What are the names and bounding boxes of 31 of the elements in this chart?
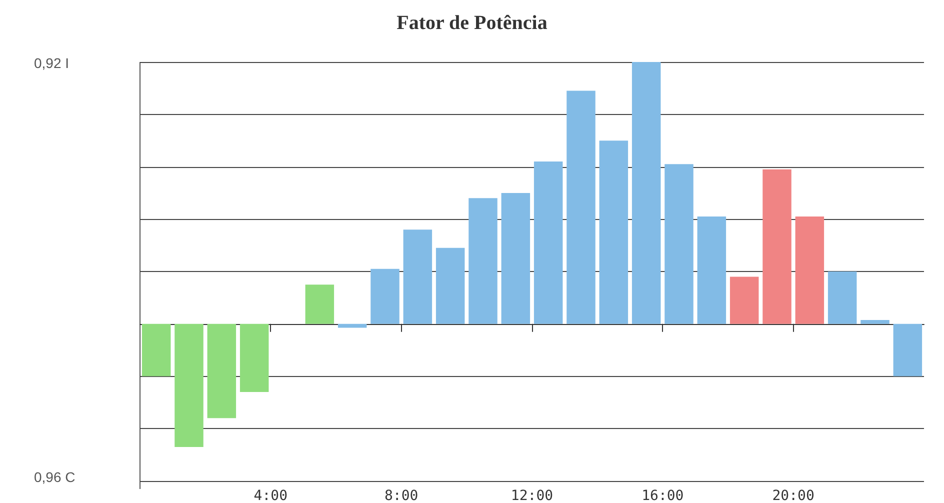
- bar: [436, 248, 465, 324]
- bar: [795, 216, 824, 324]
- bar: [501, 192, 530, 324]
- bar: [632, 62, 661, 324]
- bar: [370, 268, 400, 324]
- chart-title: Fator de Potência: [396, 12, 548, 34]
- x-tick-label: 16:00: [642, 488, 684, 503]
- bar: [142, 324, 171, 376]
- bar: [338, 324, 367, 328]
- x-tick-label: 12:00: [510, 488, 554, 503]
- text: 0,96 C: [34, 469, 76, 485]
- x-tick-label: 4:00: [254, 488, 288, 503]
- bar: [893, 324, 922, 376]
- bar: [174, 324, 204, 447]
- bar: [240, 324, 269, 392]
- bar: [403, 230, 432, 324]
- bar: [468, 198, 498, 324]
- bar: [566, 90, 596, 324]
- bar: [534, 162, 563, 324]
- bar: [828, 272, 857, 324]
- bar: [697, 216, 726, 324]
- x-tick-label: 20:00: [772, 488, 814, 503]
- bar: [730, 276, 759, 324]
- bar: [762, 169, 792, 324]
- bar: [207, 324, 236, 418]
- text: 0,92 I: [34, 55, 70, 71]
- bar: [664, 164, 694, 324]
- bar: [599, 140, 628, 324]
- bar: [860, 320, 890, 324]
- x-tick-label: 8:00: [384, 488, 418, 503]
- bar: [305, 284, 334, 324]
